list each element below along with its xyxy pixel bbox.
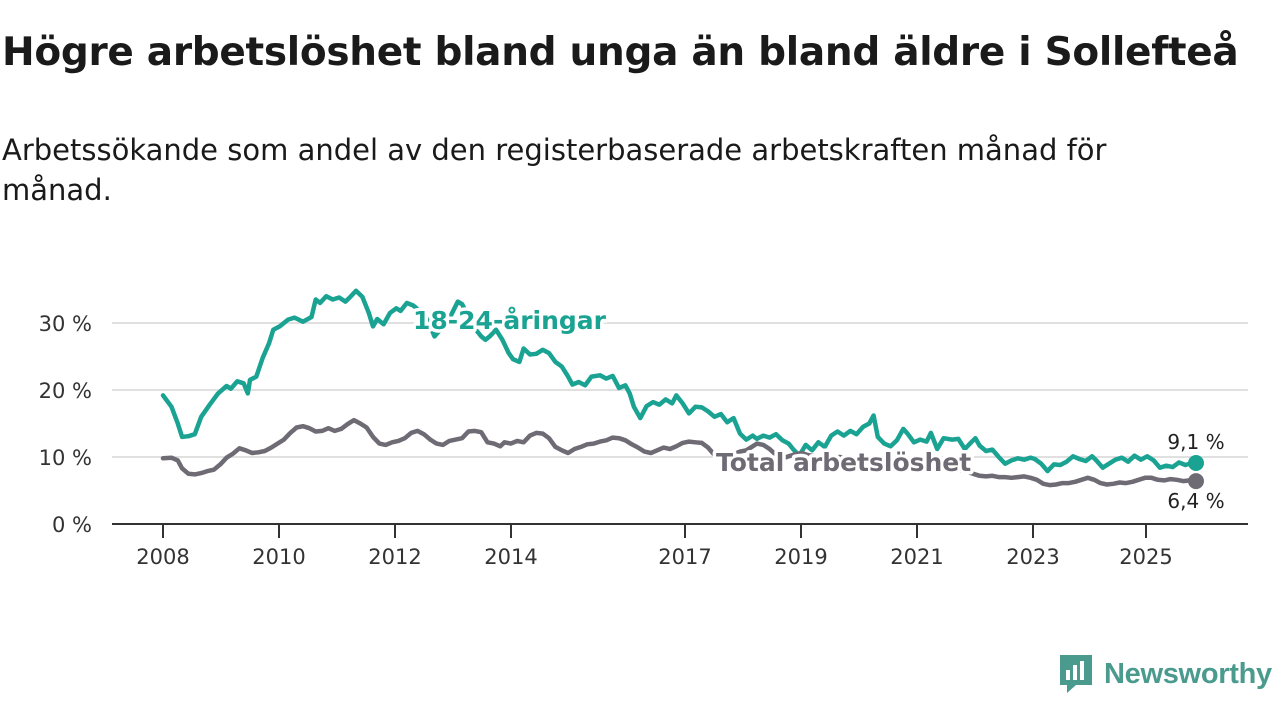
series-line-youth: [160, 288, 1199, 474]
series-labels: 9,1 % 6,4 % 18-24-åringar Total arbetslöshe…: [410, 303, 1225, 514]
series-end-dot-total: [1188, 473, 1204, 490]
x-tick-label: 2025: [1119, 545, 1172, 569]
y-tick-label: 20 %: [39, 379, 92, 403]
x-tick-label: 2023: [1006, 545, 1059, 569]
gridlines: [112, 322, 1248, 458]
x-tick-label: 2012: [368, 545, 421, 569]
series-name-label-youth: 18-24-åringar: [413, 306, 607, 335]
axes: 0 % 10 % 20 % 30 % 2008 2010 2012 2014 2017 2019 2…: [39, 312, 1248, 569]
newsworthy-logo-icon: [1060, 655, 1092, 693]
series-name-label-total: Total arbetslöshet: [716, 448, 971, 477]
series-end-label-total: 6,4 %: [1167, 489, 1224, 513]
y-tick-label: 10 %: [39, 446, 92, 470]
x-tick-label: 2017: [658, 545, 711, 569]
x-tick-label: 2010: [252, 545, 305, 569]
y-tick-label: 30 %: [39, 312, 92, 336]
x-tick-label: 2019: [774, 545, 827, 569]
x-tick-label: 2008: [136, 545, 189, 569]
series-end-label-youth: 9,1 %: [1167, 430, 1224, 454]
chart-subtitle: Arbetssökande som andel av den registerb…: [2, 133, 1107, 207]
y-tick-label: 0 %: [52, 513, 92, 537]
brand-name: Newsworthy: [1104, 657, 1272, 690]
series-end-dot-youth: [1188, 455, 1204, 472]
x-tick-label: 2021: [890, 545, 943, 569]
chart-title: Högre arbetslöshet bland unga än bland ä…: [2, 30, 1239, 75]
series-lines: [160, 288, 1204, 490]
brand-logo: Newsworthy: [1058, 653, 1272, 695]
x-tick-label: 2014: [484, 545, 537, 569]
series-line-total: [160, 417, 1199, 488]
